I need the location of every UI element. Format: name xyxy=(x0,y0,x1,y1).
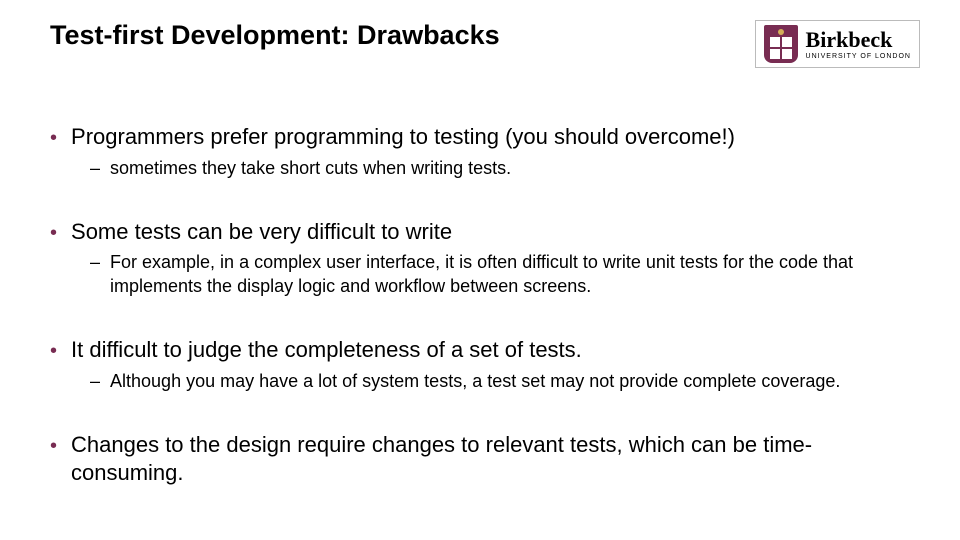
logo-text: Birkbeck UNIVERSITY OF LONDON xyxy=(806,29,911,60)
university-logo: Birkbeck UNIVERSITY OF LONDON xyxy=(755,20,920,68)
logo-name: Birkbeck xyxy=(806,29,911,51)
sub-bullet-text: sometimes they take short cuts when writ… xyxy=(110,157,511,180)
bullet-text: Changes to the design require changes to… xyxy=(71,431,920,486)
sub-bullet-text: For example, in a complex user interface… xyxy=(110,251,920,298)
list-item: • Changes to the design require changes … xyxy=(50,431,920,486)
dash-icon: – xyxy=(90,371,100,392)
list-item: • It difficult to judge the completeness… xyxy=(50,336,920,393)
slide-title: Test-first Development: Drawbacks xyxy=(50,20,500,51)
sub-list-item: – Although you may have a lot of system … xyxy=(90,370,920,393)
bullet-icon: • xyxy=(50,128,57,148)
bullet-icon: • xyxy=(50,341,57,361)
crest-icon xyxy=(764,25,798,63)
bullet-list: • Programmers prefer programming to test… xyxy=(50,123,920,486)
list-item: • Programmers prefer programming to test… xyxy=(50,123,920,180)
bullet-text: Programmers prefer programming to testin… xyxy=(71,123,735,151)
bullet-text: It difficult to judge the completeness o… xyxy=(71,336,582,364)
logo-subtitle: UNIVERSITY OF LONDON xyxy=(806,53,911,60)
header: Test-first Development: Drawbacks Birkbe… xyxy=(50,20,920,68)
slide: Test-first Development: Drawbacks Birkbe… xyxy=(0,0,960,540)
content: • Programmers prefer programming to test… xyxy=(50,123,920,486)
dash-icon: – xyxy=(90,252,100,273)
dash-icon: – xyxy=(90,158,100,179)
sub-list-item: – sometimes they take short cuts when wr… xyxy=(90,157,920,180)
bullet-icon: • xyxy=(50,223,57,243)
list-item: • Some tests can be very difficult to wr… xyxy=(50,218,920,298)
bullet-icon: • xyxy=(50,436,57,456)
sub-bullet-text: Although you may have a lot of system te… xyxy=(110,370,840,393)
bullet-text: Some tests can be very difficult to writ… xyxy=(71,218,452,246)
sub-list-item: – For example, in a complex user interfa… xyxy=(90,251,920,298)
